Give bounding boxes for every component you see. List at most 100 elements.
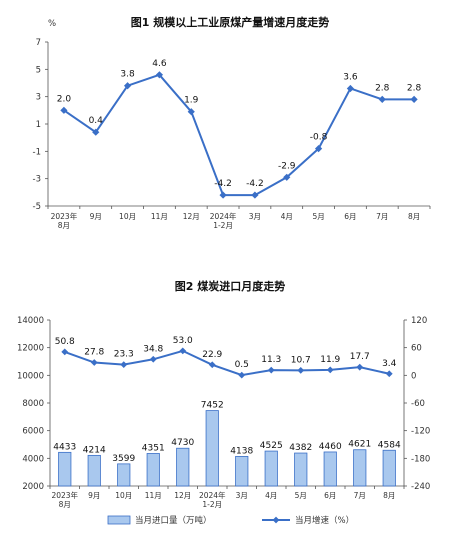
chart-1-point <box>92 128 100 136</box>
chart-2-bar <box>323 451 337 487</box>
chart-2-bar <box>235 456 249 487</box>
chart-2-right-tick-label: 0 <box>411 371 416 381</box>
chart-2-x-tick-label: 2023年 8月 <box>51 490 78 509</box>
chart-2-bar <box>294 452 308 487</box>
chart-2-legend-bar-swatch <box>107 515 131 525</box>
chart-2-line-label: 34.8 <box>143 344 163 354</box>
chart-2-right-tick-label: -120 <box>411 427 430 437</box>
chart-1-x-tick-label: 6月 <box>344 212 356 221</box>
chart-1-x-tick-label: 9月 <box>90 212 102 221</box>
chart-1-y-tick-label: 1 <box>36 120 41 130</box>
chart-1-data-label: 1.9 <box>184 96 199 106</box>
chart-2-right-tick-label: -180 <box>411 454 430 464</box>
chart-2-line-label: 3.4 <box>382 359 397 369</box>
chart-2-x-tick-label: 4月 <box>265 491 277 500</box>
chart-1-svg: 图1 规模以上工业原煤产量增速月度走势 % 7 5 3 1 -1 -3 -5 2023年 8月 9… <box>33 15 431 230</box>
chart-2-line-point <box>385 370 393 378</box>
chart-2-line-label: 10.7 <box>291 355 311 365</box>
chart-2-right-tick-label: -240 <box>411 482 430 492</box>
chart-2-line-label: 23.3 <box>114 350 134 360</box>
chart-2-line-point <box>356 363 364 371</box>
chart-2-line-label: 11.9 <box>320 355 340 365</box>
chart-2-line-point <box>297 366 305 374</box>
chart-1-data-label: -4.2 <box>214 179 232 189</box>
chart-1-y-tick-label: 7 <box>36 38 41 48</box>
chart-1-point <box>283 173 291 181</box>
chart-1-y-tick-label: -5 <box>33 202 41 212</box>
chart-2-bar-label: 7452 <box>201 401 224 411</box>
chart-2-left-tick-label: 12000 <box>17 344 44 354</box>
chart-2-x-tick-label: 6月 <box>324 491 336 500</box>
chart-1-data-label: -2.9 <box>278 161 296 171</box>
chart-1-x-tick-label: 12月 <box>183 212 200 221</box>
chart-1-x-tick-label: 10月 <box>119 212 136 221</box>
chart-1-point <box>60 106 68 114</box>
chart-2-x-tick-label: 7月 <box>354 491 366 500</box>
chart-2-line-point <box>238 371 246 379</box>
chart-2-x-tick-label: 12月 <box>174 491 191 500</box>
chart-2-bar <box>382 449 396 487</box>
chart-2-x-tick-label: 9月 <box>88 491 100 500</box>
chart-2-bar <box>87 454 101 487</box>
chart-2-growth-line <box>64 349 390 377</box>
chart-2-line-label: 17.7 <box>350 352 370 362</box>
chart-2-line-point <box>179 347 187 355</box>
chart-1-point <box>155 71 164 79</box>
chart-2-bar <box>353 449 367 487</box>
chart-2-bar <box>176 447 190 487</box>
chart-2-x-tick-label: 10月 <box>115 491 132 500</box>
chart-1-x-tick-label: 2024年 1-2月 <box>210 211 237 230</box>
chart-2-left-tick-label: 8000 <box>22 399 44 409</box>
chart-1-x-tick-label: 3月 <box>249 212 261 221</box>
chart-1-data-label: 0.4 <box>89 116 104 126</box>
chart-1-y-tick-label: 3 <box>36 93 41 103</box>
chart-2-left-tick-label: 10000 <box>17 371 44 381</box>
chart-1-data-label: 2.8 <box>375 83 390 93</box>
chart-1-data-label: -4.2 <box>246 179 264 189</box>
chart-2-line-label: 0.5 <box>235 360 249 370</box>
chart-1-x-tick-label: 8月 <box>408 212 420 221</box>
chart-1-x-tick-label: 4月 <box>281 212 293 221</box>
chart-2-bar-label: 4433 <box>53 442 76 452</box>
chart-2-left-tick-label: 4000 <box>22 454 44 464</box>
chart-2-bar-label: 4138 <box>230 446 253 456</box>
chart-1-data-label: 2.0 <box>57 94 72 104</box>
chart-2-legend-line-marker <box>272 516 280 524</box>
chart-2-line-point <box>61 348 69 356</box>
chart-2-line-label: 11.3 <box>261 355 281 365</box>
chart-2-bar-label: 3599 <box>112 454 135 464</box>
chart-2-bar-label: 4621 <box>348 440 371 450</box>
chart-2-svg: 图2 煤炭进口月度走势 14000 12000 10000 8000 6000 4000 2… <box>17 279 430 526</box>
chart-1-x-tick-label: 7月 <box>376 212 388 221</box>
chart-1-data-label: 2.8 <box>407 83 422 93</box>
chart-2-left-tick-label: 14000 <box>17 316 44 326</box>
chart-2-bar-label: 4460 <box>319 442 342 452</box>
chart-2-bar <box>117 463 131 487</box>
chart-2-legend-bar-label: 当月进口量（万吨） <box>135 515 212 526</box>
chart-1-y-unit: % <box>48 19 56 29</box>
chart-2-bar <box>58 451 72 487</box>
chart-2-left-tick-label: 6000 <box>22 427 44 437</box>
chart-2-x-tick-label: 8月 <box>383 491 395 500</box>
chart-2-x-tick-label: 11月 <box>145 491 162 500</box>
chart-1-x-tick-label: 11月 <box>151 212 168 221</box>
chart-2-line-label: 53.0 <box>173 336 193 346</box>
chart-1-point <box>123 82 132 90</box>
chart-2-bar-label: 4351 <box>142 443 165 453</box>
chart-1-y-tick-label: -1 <box>33 147 41 157</box>
chart-2-line-point <box>120 361 128 368</box>
chart-1-point <box>346 84 355 93</box>
chart-2-bar <box>205 410 219 487</box>
chart-2-line-point <box>208 361 216 369</box>
chart-1-data-label: 3.8 <box>120 70 135 80</box>
chart-2-line-point <box>149 355 157 363</box>
chart-1-series-line <box>63 73 415 197</box>
chart-2-left-tick-label: 2000 <box>22 482 44 492</box>
chart-2-bar-label: 4214 <box>83 445 106 455</box>
chart-2-right-tick-label: 60 <box>411 344 422 354</box>
chart-2-bar-label: 4730 <box>171 438 194 448</box>
chart-1-data-label: 3.6 <box>343 72 358 82</box>
chart-1-point <box>378 95 386 103</box>
chart-2-right-tick-label: 120 <box>411 316 427 326</box>
